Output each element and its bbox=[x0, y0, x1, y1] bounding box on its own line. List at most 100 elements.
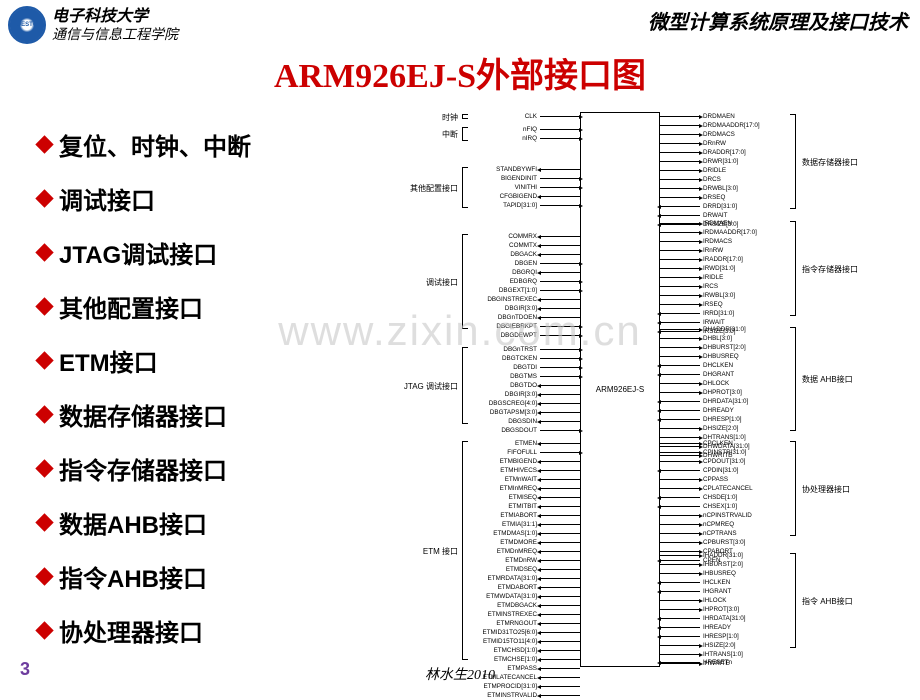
pin-row: ETMCHSE[1:0] bbox=[380, 655, 580, 664]
bracket-icon bbox=[462, 114, 468, 119]
pin-row: ETMINSTRVALID bbox=[380, 691, 580, 700]
bullet-item: 指令AHB接口 bbox=[38, 559, 380, 594]
pin-label: DHREADY bbox=[703, 407, 734, 414]
pin-row: ETMIABORT bbox=[380, 511, 580, 520]
arrow-icon bbox=[540, 272, 580, 273]
arrow-icon bbox=[660, 533, 700, 534]
pin-label: IRIDLE bbox=[703, 274, 723, 281]
arrow-icon bbox=[660, 206, 700, 207]
pin-row: ETMBIGEND bbox=[380, 457, 580, 466]
pin-row: DBGTCKEN bbox=[380, 354, 580, 363]
group-label: ETM 接口 bbox=[423, 546, 458, 557]
pin-label: IRDMAEN bbox=[703, 220, 732, 227]
arrow-icon bbox=[660, 232, 700, 233]
pin-row: DHREADY bbox=[660, 406, 860, 415]
pin-row: DBGIEBRKPT bbox=[380, 322, 580, 331]
pin-label: ETMINSTRVALID bbox=[487, 692, 537, 699]
pin-label: ETMInMREQ bbox=[500, 485, 537, 492]
arrow-icon bbox=[540, 376, 580, 377]
pin-label: IHBUSREQ bbox=[703, 570, 736, 577]
bullet-text: 数据AHB接口 bbox=[59, 505, 207, 540]
arrow-icon bbox=[660, 134, 700, 135]
pin-label: IHBURST[2:0] bbox=[703, 561, 743, 568]
pin-label: ETMDSEQ bbox=[506, 566, 537, 573]
pin-row: STANDBYWFI bbox=[380, 165, 580, 174]
group-label: 时钟 bbox=[442, 112, 458, 123]
pin-label: IHPROT[3:0] bbox=[703, 606, 739, 613]
pin-label: DBGTAPSM[3:0] bbox=[490, 409, 537, 416]
pin-label: IRnRW bbox=[703, 247, 723, 254]
pin-row: IRWBL[3:0] bbox=[660, 291, 860, 300]
pin-label: DBGINSTREXEC bbox=[487, 296, 537, 303]
pin-row: DRCS bbox=[660, 175, 860, 184]
arrow-icon bbox=[660, 223, 700, 224]
pin-label: DRSEQ bbox=[703, 194, 725, 201]
pin-row: IRRD[31:0] bbox=[660, 309, 860, 318]
pin-label: DHBL[3:0] bbox=[703, 335, 732, 342]
pin-row: DHRESP[1:0] bbox=[660, 415, 860, 424]
pin-row: IRnRW bbox=[660, 246, 860, 255]
pin-row: DHADDR[31:0] bbox=[660, 325, 860, 334]
pin-label: CPBURST[3:0] bbox=[703, 539, 745, 546]
pin-label: COMMTX bbox=[509, 242, 537, 249]
pin-label: ETMIA[31:1] bbox=[502, 521, 537, 528]
bracket-icon bbox=[790, 114, 796, 209]
arrow-icon bbox=[540, 695, 580, 696]
arrow-icon bbox=[540, 349, 580, 350]
pin-row: EDBGRQ bbox=[380, 277, 580, 286]
pin-row: IHBUSREQ bbox=[660, 569, 860, 578]
arrow-icon bbox=[540, 403, 580, 404]
pin-label: ETMHIVECS bbox=[500, 467, 537, 474]
pin-label: IRRD[31:0] bbox=[703, 310, 734, 317]
diamond-icon bbox=[35, 135, 53, 153]
pin-label: IHTRANS[1:0] bbox=[703, 651, 743, 658]
pin-label: STANDBYWFI bbox=[496, 166, 537, 173]
pin-label: ETMRNGOUT bbox=[496, 620, 537, 627]
arrow-icon bbox=[660, 392, 700, 393]
pin-label: DHRDATA[31:0] bbox=[703, 398, 748, 405]
bullet-text: 指令存储器接口 bbox=[59, 451, 227, 486]
arrow-icon bbox=[540, 506, 580, 507]
pin-label: IRWBL[3:0] bbox=[703, 292, 735, 299]
pin-row: ETMEN bbox=[380, 439, 580, 448]
arrow-icon bbox=[660, 268, 700, 269]
pin-row: DBGTDI bbox=[380, 363, 580, 372]
pin-label: DBGDEWPT bbox=[501, 332, 537, 339]
pin-label: ETMDABORT bbox=[498, 584, 537, 591]
pin-group: nFIQnIRQ bbox=[380, 125, 580, 143]
pin-label: DHBURST[2:0] bbox=[703, 344, 746, 351]
arrow-icon bbox=[660, 662, 700, 663]
pin-label: ETMDnMREQ bbox=[497, 548, 537, 555]
arrow-icon bbox=[540, 385, 580, 386]
pin-label: DHADDR[31:0] bbox=[703, 326, 746, 333]
pin-label: EDBGRQ bbox=[510, 278, 537, 285]
pin-label: CPINSTR[31:0] bbox=[703, 449, 746, 456]
arrow-icon bbox=[660, 600, 700, 601]
bracket-icon bbox=[790, 327, 796, 431]
arrow-icon bbox=[540, 479, 580, 480]
pin-label: ETMISEQ bbox=[509, 494, 537, 501]
pin-row: ETMCHSD[1:0] bbox=[380, 646, 580, 655]
arrow-icon bbox=[540, 196, 580, 197]
bullet-text: JTAG调试接口 bbox=[59, 235, 217, 270]
arrow-icon bbox=[540, 677, 580, 678]
pin-label: ETMRDATA[31:0] bbox=[488, 575, 537, 582]
arrow-icon bbox=[660, 419, 700, 420]
pin-row: ETMnWAIT bbox=[380, 475, 580, 484]
pin-label: DBGTDO bbox=[510, 382, 537, 389]
pin-label: nCPTRANS bbox=[703, 530, 737, 537]
bracket-icon bbox=[462, 347, 468, 424]
pin-label: CPDOUT[31:0] bbox=[703, 458, 745, 465]
arrow-icon bbox=[540, 587, 580, 588]
slide-header: UESTC 电子科技大学 通信与信息工程学院 微型计算系统原理及接口技术 bbox=[0, 0, 920, 44]
pin-group: CLK bbox=[380, 112, 580, 121]
arrow-icon bbox=[660, 609, 700, 610]
pin-label: DHCLKEN bbox=[703, 362, 733, 369]
group-label: 指令 AHB接口 bbox=[802, 596, 853, 607]
pin-group: IRDMAENIRDMAADDR[17:0]IRDMACSIRnRWIRADDR… bbox=[660, 219, 860, 336]
pin-label: BIGENDINIT bbox=[501, 175, 537, 182]
pin-label: CPCLKEN bbox=[703, 440, 733, 447]
pin-label: DBGIR[3:0] bbox=[505, 305, 537, 312]
group-label: 指令存储器接口 bbox=[802, 264, 858, 275]
pin-label: DHGRANT bbox=[703, 371, 734, 378]
